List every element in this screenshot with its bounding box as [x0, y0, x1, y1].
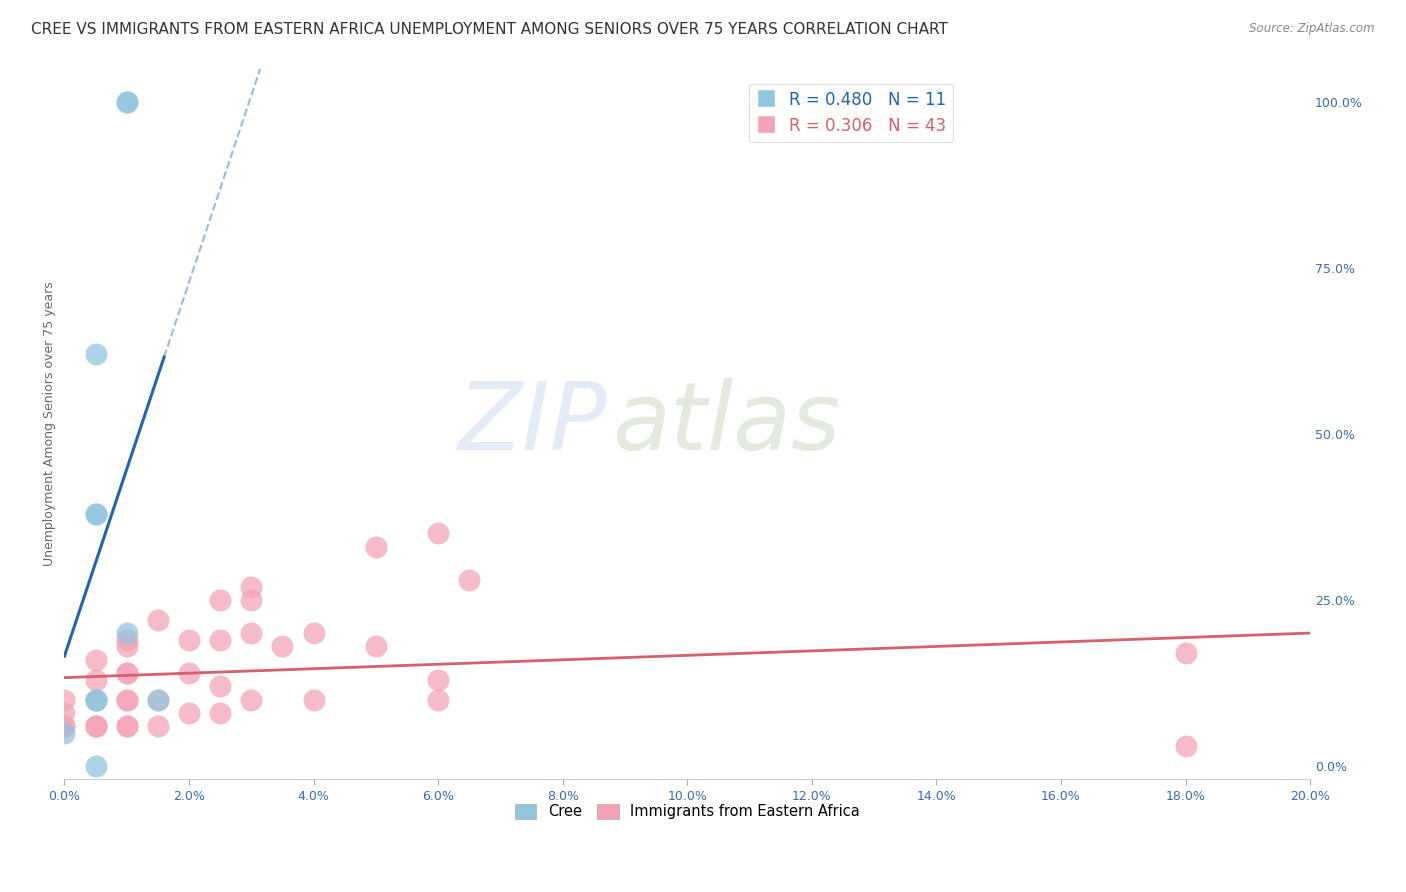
- Point: [177, 706, 200, 720]
- Point: [458, 573, 481, 587]
- Point: [427, 692, 450, 706]
- Point: [53, 725, 76, 739]
- Point: [84, 653, 107, 667]
- Point: [115, 95, 138, 109]
- Point: [427, 673, 450, 687]
- Point: [115, 640, 138, 654]
- Legend: Cree, Immigrants from Eastern Africa: Cree, Immigrants from Eastern Africa: [509, 798, 866, 825]
- Point: [302, 692, 325, 706]
- Point: [240, 580, 263, 594]
- Text: atlas: atlas: [613, 378, 841, 469]
- Point: [115, 665, 138, 680]
- Point: [146, 719, 169, 733]
- Y-axis label: Unemployment Among Seniors over 75 years: Unemployment Among Seniors over 75 years: [44, 282, 56, 566]
- Point: [84, 347, 107, 361]
- Point: [115, 692, 138, 706]
- Point: [115, 719, 138, 733]
- Point: [53, 719, 76, 733]
- Point: [209, 679, 232, 693]
- Point: [364, 640, 387, 654]
- Point: [364, 540, 387, 554]
- Point: [146, 692, 169, 706]
- Point: [1174, 646, 1197, 660]
- Point: [240, 626, 263, 640]
- Point: [240, 593, 263, 607]
- Point: [115, 626, 138, 640]
- Point: [84, 507, 107, 521]
- Point: [177, 632, 200, 647]
- Point: [53, 706, 76, 720]
- Point: [53, 719, 76, 733]
- Point: [240, 692, 263, 706]
- Point: [84, 759, 107, 773]
- Point: [209, 632, 232, 647]
- Point: [146, 613, 169, 627]
- Point: [115, 95, 138, 109]
- Point: [115, 632, 138, 647]
- Point: [115, 665, 138, 680]
- Point: [302, 626, 325, 640]
- Point: [115, 719, 138, 733]
- Point: [115, 692, 138, 706]
- Point: [84, 719, 107, 733]
- Point: [427, 526, 450, 541]
- Text: ZIP: ZIP: [457, 378, 606, 469]
- Point: [177, 665, 200, 680]
- Point: [84, 673, 107, 687]
- Point: [84, 692, 107, 706]
- Point: [209, 593, 232, 607]
- Point: [146, 692, 169, 706]
- Point: [84, 692, 107, 706]
- Point: [1174, 739, 1197, 753]
- Point: [271, 640, 294, 654]
- Text: CREE VS IMMIGRANTS FROM EASTERN AFRICA UNEMPLOYMENT AMONG SENIORS OVER 75 YEARS : CREE VS IMMIGRANTS FROM EASTERN AFRICA U…: [31, 22, 948, 37]
- Text: Source: ZipAtlas.com: Source: ZipAtlas.com: [1250, 22, 1375, 36]
- Point: [84, 692, 107, 706]
- Point: [84, 507, 107, 521]
- Point: [84, 719, 107, 733]
- Point: [84, 719, 107, 733]
- Point: [209, 706, 232, 720]
- Point: [53, 692, 76, 706]
